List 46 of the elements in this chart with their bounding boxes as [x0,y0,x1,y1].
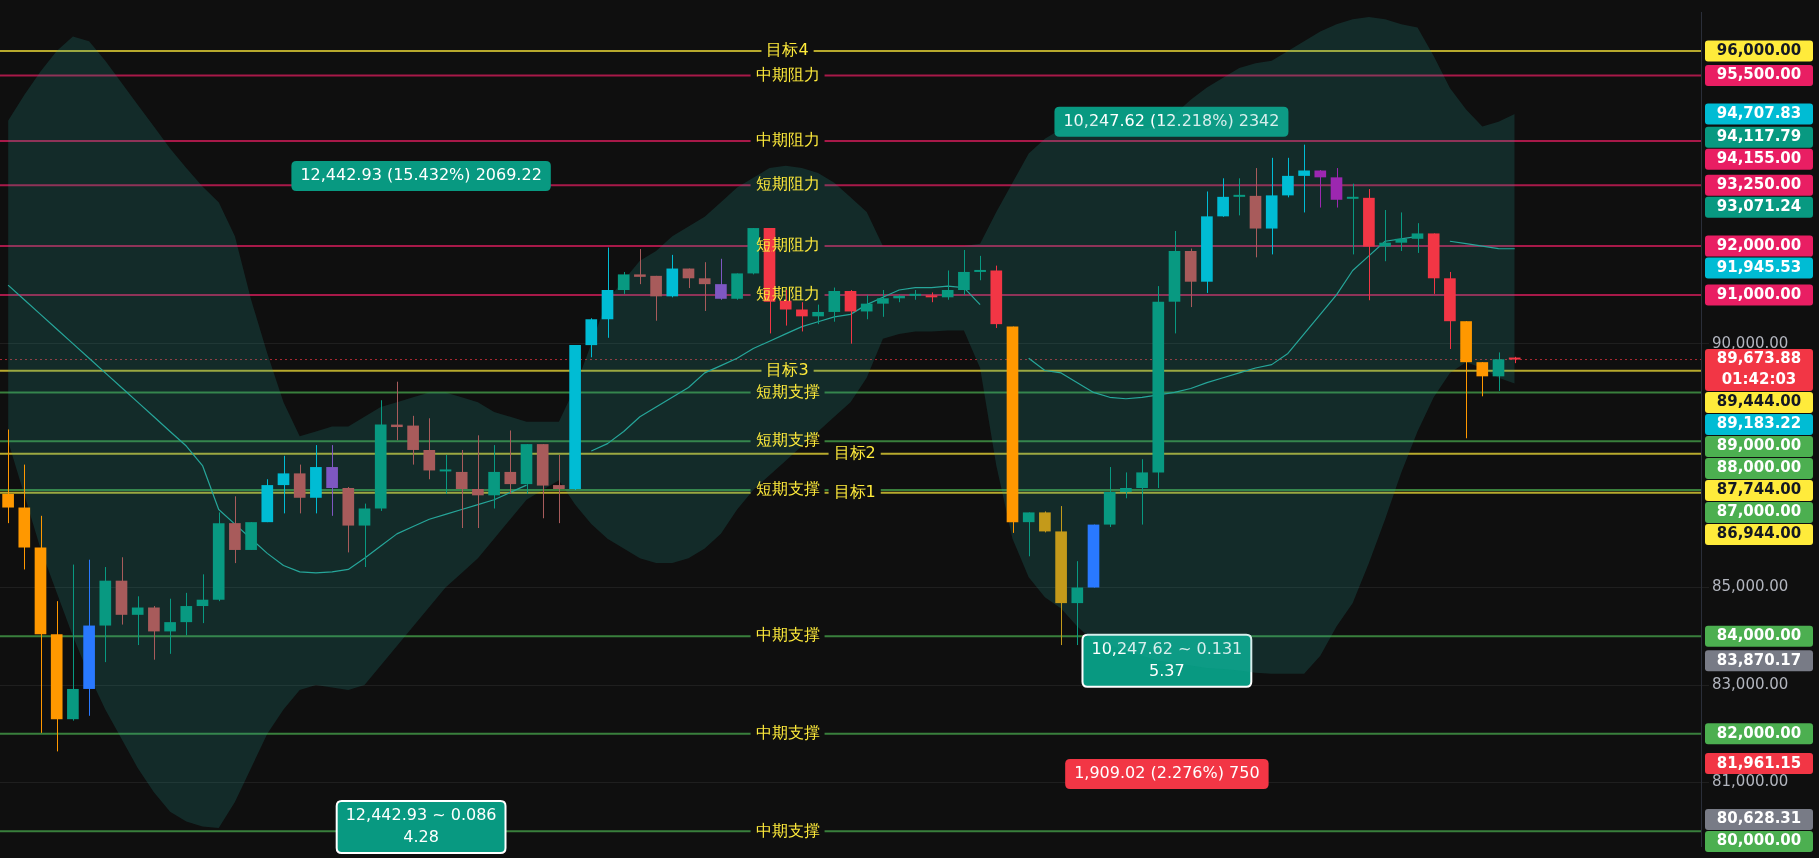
text: 93,250.00 [1716,175,1802,194]
text: 91,945.53 [1716,258,1802,276]
annotation: 12,442.93 (15.432%) 2069.22 [300,165,542,185]
annotation: 10,247.62 (12.218%) 2342 [1063,110,1280,130]
ref-line-label: 中期支撑 [755,820,820,840]
text: 82,000.00 [1716,723,1802,742]
y-tick-label: 81,000.00 [1712,772,1789,791]
text: 93,071.24 [1716,197,1802,216]
y-tick-label: 90,000.00 [1712,333,1789,352]
text: 92,000.00 [1716,236,1802,254]
text: 94,155.00 [1716,149,1802,168]
text: 94,117.79 [1716,127,1802,146]
ref-line-label: 中期阻力 [755,64,820,84]
text: 80,628.31 [1716,809,1802,828]
ref-line-label: 目标4 [766,40,809,60]
ref-line-label: 短期阻力 [755,174,820,194]
text: 94,707.83 [1716,103,1802,122]
text: 83,870.17 [1716,650,1802,669]
ref-line-label: 短期支撑 [755,479,820,499]
text: 95,500.00 [1716,65,1802,84]
text: 96,000.00 [1716,40,1802,59]
text: 86,944.00 [1716,524,1802,543]
ref-line-label: 中期支撑 [755,722,820,742]
y-tick-label: 85,000.00 [1712,577,1789,596]
annotation: 1,909.02 (2.276%) 750 [1074,763,1260,783]
y-tick-label: 83,000.00 [1712,674,1789,693]
text: 89,183.22 [1716,414,1802,433]
ref-line-label: 目标2 [833,442,876,462]
text: 88,000.00 [1716,458,1802,477]
ref-line-label: 中期阻力 [755,130,820,150]
text: 81,961.15 [1716,753,1802,772]
text: 87,000.00 [1716,502,1802,521]
ref-line-label: 中期支撑 [755,625,820,645]
text: 89,673.88 01:42:03 [1716,349,1802,389]
text: 89,000.00 [1716,436,1802,455]
ref-line-label: 目标1 [833,481,876,501]
text: 87,744.00 [1716,480,1802,499]
text: 89,444.00 [1716,392,1802,411]
text: 80,000.00 [1716,831,1802,850]
ref-line-label: 目标3 [766,359,809,379]
annotation: 10,247.62 ~ 0.131 5.37 [1091,638,1243,680]
text: 91,000.00 [1716,284,1802,303]
ref-line-label: 短期支撑 [755,381,820,401]
ref-line-label: 短期支撑 [755,430,820,450]
text: 84,000.00 [1716,626,1802,645]
annotation: 12,442.93 ~ 0.086 4.28 [345,805,497,847]
